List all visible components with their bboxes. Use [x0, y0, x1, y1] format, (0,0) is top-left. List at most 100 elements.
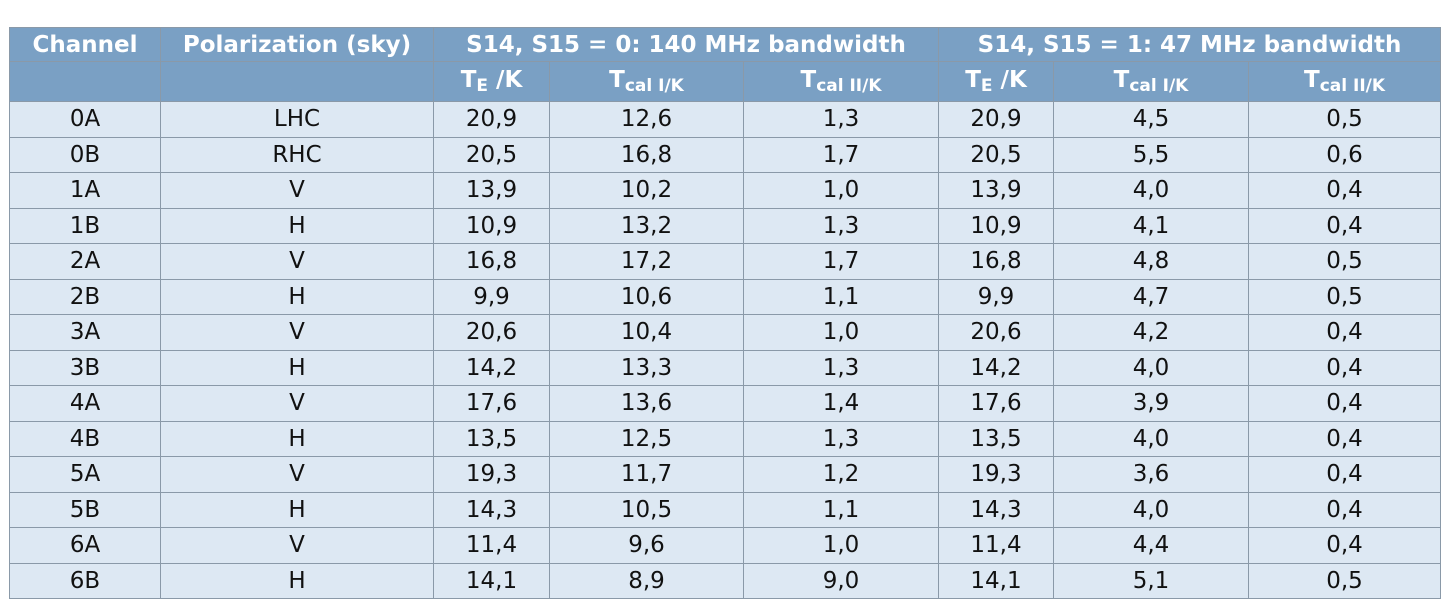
table-cell: 0,4	[1247, 314, 1442, 351]
table-cell: 9,0	[743, 562, 939, 599]
table-cell: 0,6	[1247, 136, 1442, 173]
table-cell: 13,9	[938, 172, 1054, 209]
table-cell: 0,4	[1247, 207, 1442, 244]
table-cell: 20,5	[938, 136, 1054, 173]
subheader-cell: TE /K	[433, 61, 550, 102]
subheader-cell	[9, 61, 161, 102]
table-cell: 1A	[9, 172, 161, 209]
table-cell: 9,9	[938, 278, 1054, 315]
table-cell: 17,2	[549, 243, 744, 280]
table-cell: 0B	[9, 136, 161, 173]
table-cell: 0,5	[1247, 562, 1442, 599]
subscript: E	[980, 76, 993, 96]
subheader-cell: TE /K	[938, 61, 1054, 102]
table-cell: 14,2	[938, 349, 1054, 386]
table-cell: 4,2	[1053, 314, 1249, 351]
table-cell: 0,5	[1247, 101, 1442, 138]
table-row: 6A V 11,4 9,6 1,0 11,4 4,4 0,4	[9, 527, 1442, 564]
header-cell: Channel	[9, 27, 161, 62]
header-cell: S14, S15 = 0: 140 MHz bandwidth	[433, 27, 939, 62]
table-cell: 14,1	[938, 562, 1054, 599]
table-row: 3B H 14,2 13,3 1,3 14,2 4,0 0,4	[9, 349, 1442, 386]
table-cell: 1,3	[743, 101, 939, 138]
table-cell: 20,6	[938, 314, 1054, 351]
table-cell: 1,7	[743, 243, 939, 280]
table-cell: 17,6	[938, 385, 1054, 422]
table-row: 5B H 14,3 10,5 1,1 14,3 4,0 0,4	[9, 491, 1442, 528]
table-cell: 20,9	[938, 101, 1054, 138]
table-cell: 10,5	[549, 491, 744, 528]
table-cell: 11,4	[938, 527, 1054, 564]
table-cell: 5,1	[1053, 562, 1249, 599]
table-cell: 1,1	[743, 491, 939, 528]
subscript: E	[476, 76, 489, 96]
table-cell: 3,9	[1053, 385, 1249, 422]
table-cell: 1,3	[743, 420, 939, 457]
table-row: 5A V 19,3 11,7 1,2 19,3 3,6 0,4	[9, 456, 1442, 493]
symbol: T	[800, 67, 817, 93]
table-cell: 0,4	[1247, 456, 1442, 493]
subscript: cal I/K	[1129, 76, 1189, 96]
subheader-cell: Tcal II/K	[1247, 61, 1442, 102]
table-row: 0B RHC 20,5 16,8 1,7 20,5 5,5 0,6	[9, 136, 1442, 173]
table-cell: V	[160, 456, 434, 493]
table-cell: 20,6	[433, 314, 550, 351]
table-cell: 1,0	[743, 527, 939, 564]
table-row: 4B H 13,5 12,5 1,3 13,5 4,0 0,4	[9, 420, 1442, 457]
table-cell: 4,8	[1053, 243, 1249, 280]
table-row: 6B H 14,1 8,9 9,0 14,1 5,1 0,5	[9, 562, 1442, 599]
table-cell: 11,4	[433, 527, 550, 564]
subheader-row: TE /K Tcal I/K Tcal II/K TE /K Tcal I/K Tcal …	[9, 61, 1442, 102]
subheader-cell: Tcal II/K	[743, 61, 939, 102]
table-cell: 1B	[9, 207, 161, 244]
table-cell: 3A	[9, 314, 161, 351]
table-cell: H	[160, 278, 434, 315]
table-cell: V	[160, 172, 434, 209]
table-row: 2B H 9,9 10,6 1,1 9,9 4,7 0,5	[9, 278, 1442, 315]
table-cell: 10,4	[549, 314, 744, 351]
header-row: Channel Polarization (sky) S14, S15 = 0:…	[9, 27, 1442, 62]
table-cell: 9,9	[433, 278, 550, 315]
header-cell: Polarization (sky)	[160, 27, 434, 62]
table-cell: 6B	[9, 562, 161, 599]
table-cell: H	[160, 207, 434, 244]
table-row: 1B H 10,9 13,2 1,3 10,9 4,1 0,4	[9, 207, 1442, 244]
table-cell: 10,9	[938, 207, 1054, 244]
symbol: T	[609, 67, 625, 93]
table-cell: V	[160, 527, 434, 564]
table-cell: 1,3	[743, 207, 939, 244]
subheader-cell	[160, 61, 434, 102]
table-cell: 6A	[9, 527, 161, 564]
table-cell: 0,5	[1247, 278, 1442, 315]
table-cell: 4A	[9, 385, 161, 422]
unit: /K	[488, 67, 523, 93]
table-cell: 1,1	[743, 278, 939, 315]
table-cell: V	[160, 314, 434, 351]
table-cell: 10,2	[549, 172, 744, 209]
table-cell: 4,7	[1053, 278, 1249, 315]
table-cell: 14,1	[433, 562, 550, 599]
subscript: cal I/K	[624, 76, 684, 96]
table-cell: 16,8	[549, 136, 744, 173]
table-cell: 13,5	[433, 420, 550, 457]
table-cell: 11,7	[549, 456, 744, 493]
table-cell: 0,4	[1247, 349, 1442, 386]
table-cell: 13,9	[433, 172, 550, 209]
unit: /K	[992, 67, 1027, 93]
data-table: Channel Polarization (sky) S14, S15 = 0:…	[9, 27, 1442, 599]
table-row: 4A V 17,6 13,6 1,4 17,6 3,9 0,4	[9, 385, 1442, 422]
table-cell: 12,5	[549, 420, 744, 457]
subheader-cell: Tcal I/K	[549, 61, 744, 102]
table-cell: 14,2	[433, 349, 550, 386]
table-cell: 4,0	[1053, 172, 1249, 209]
table-cell: 0A	[9, 101, 161, 138]
table-cell: H	[160, 349, 434, 386]
table-cell: 2A	[9, 243, 161, 280]
table-cell: 0,4	[1247, 527, 1442, 564]
table-cell: 8,9	[549, 562, 744, 599]
table-cell: 13,5	[938, 420, 1054, 457]
table-row: 1A V 13,9 10,2 1,0 13,9 4,0 0,4	[9, 172, 1442, 209]
table-cell: 14,3	[433, 491, 550, 528]
table-cell: 5A	[9, 456, 161, 493]
